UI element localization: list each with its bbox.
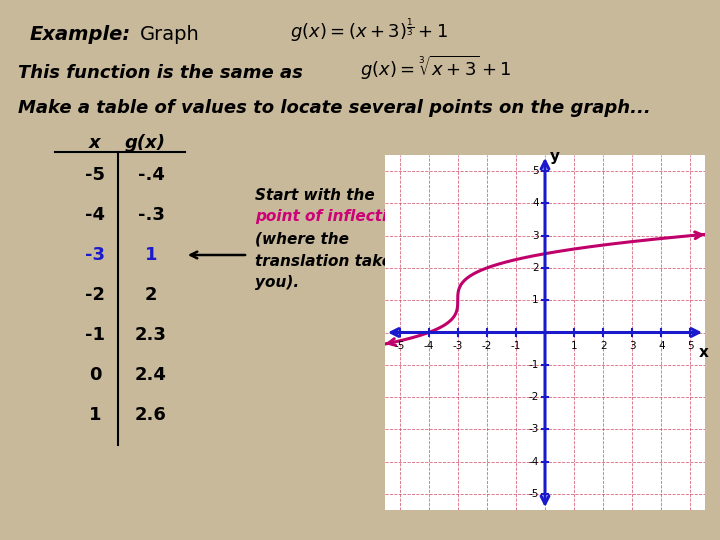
Text: -2: -2: [85, 286, 105, 304]
Text: -2: -2: [528, 392, 539, 402]
Text: 5: 5: [532, 166, 539, 176]
Text: point of inflection: point of inflection: [255, 210, 409, 225]
Text: This function is the same as: This function is the same as: [18, 64, 303, 82]
Text: 2.4: 2.4: [135, 366, 167, 384]
Text: 3: 3: [629, 341, 636, 350]
Text: x: x: [89, 134, 101, 152]
Text: -5: -5: [528, 489, 539, 499]
Text: -4: -4: [85, 206, 105, 224]
Text: translation takes: translation takes: [255, 253, 401, 268]
Text: Example:: Example:: [30, 25, 131, 44]
Text: g(x): g(x): [125, 134, 166, 152]
Text: -5: -5: [395, 341, 405, 350]
Text: -5: -5: [85, 166, 105, 184]
Text: -4: -4: [528, 457, 539, 467]
Text: 0: 0: [89, 366, 102, 384]
Text: 4: 4: [658, 341, 665, 350]
Text: -1: -1: [85, 326, 105, 344]
Text: 2: 2: [145, 286, 157, 304]
Text: -1: -1: [510, 341, 521, 350]
Text: -1: -1: [528, 360, 539, 370]
Text: -2: -2: [482, 341, 492, 350]
Text: x: x: [698, 346, 708, 360]
Text: 2.6: 2.6: [135, 406, 167, 424]
Text: (where the: (where the: [255, 232, 349, 246]
Text: 1: 1: [571, 341, 577, 350]
Text: Graph: Graph: [140, 25, 199, 44]
Text: -3: -3: [453, 341, 463, 350]
Text: 2: 2: [532, 263, 539, 273]
Text: you).: you).: [255, 275, 299, 291]
Text: 4: 4: [532, 198, 539, 208]
Text: $g(x) = \sqrt[3]{x+3} + 1$: $g(x) = \sqrt[3]{x+3} + 1$: [360, 54, 512, 82]
Text: 3: 3: [532, 231, 539, 241]
Text: 2.3: 2.3: [135, 326, 167, 344]
Text: Start with the: Start with the: [255, 187, 374, 202]
Text: 1: 1: [89, 406, 102, 424]
Text: -4: -4: [423, 341, 434, 350]
Text: -.3: -.3: [138, 206, 164, 224]
Text: -3: -3: [85, 246, 105, 264]
Text: 1: 1: [145, 246, 157, 264]
Text: -.4: -.4: [138, 166, 164, 184]
Text: -3: -3: [528, 424, 539, 434]
Text: 1: 1: [532, 295, 539, 305]
Text: Make a table of values to locate several points on the graph...: Make a table of values to locate several…: [18, 99, 651, 117]
Text: 5: 5: [687, 341, 694, 350]
Text: 2: 2: [600, 341, 606, 350]
Text: y: y: [550, 149, 560, 164]
Text: $g(x) = (x+3)^{\frac{1}{3}} + 1$: $g(x) = (x+3)^{\frac{1}{3}} + 1$: [290, 16, 448, 44]
